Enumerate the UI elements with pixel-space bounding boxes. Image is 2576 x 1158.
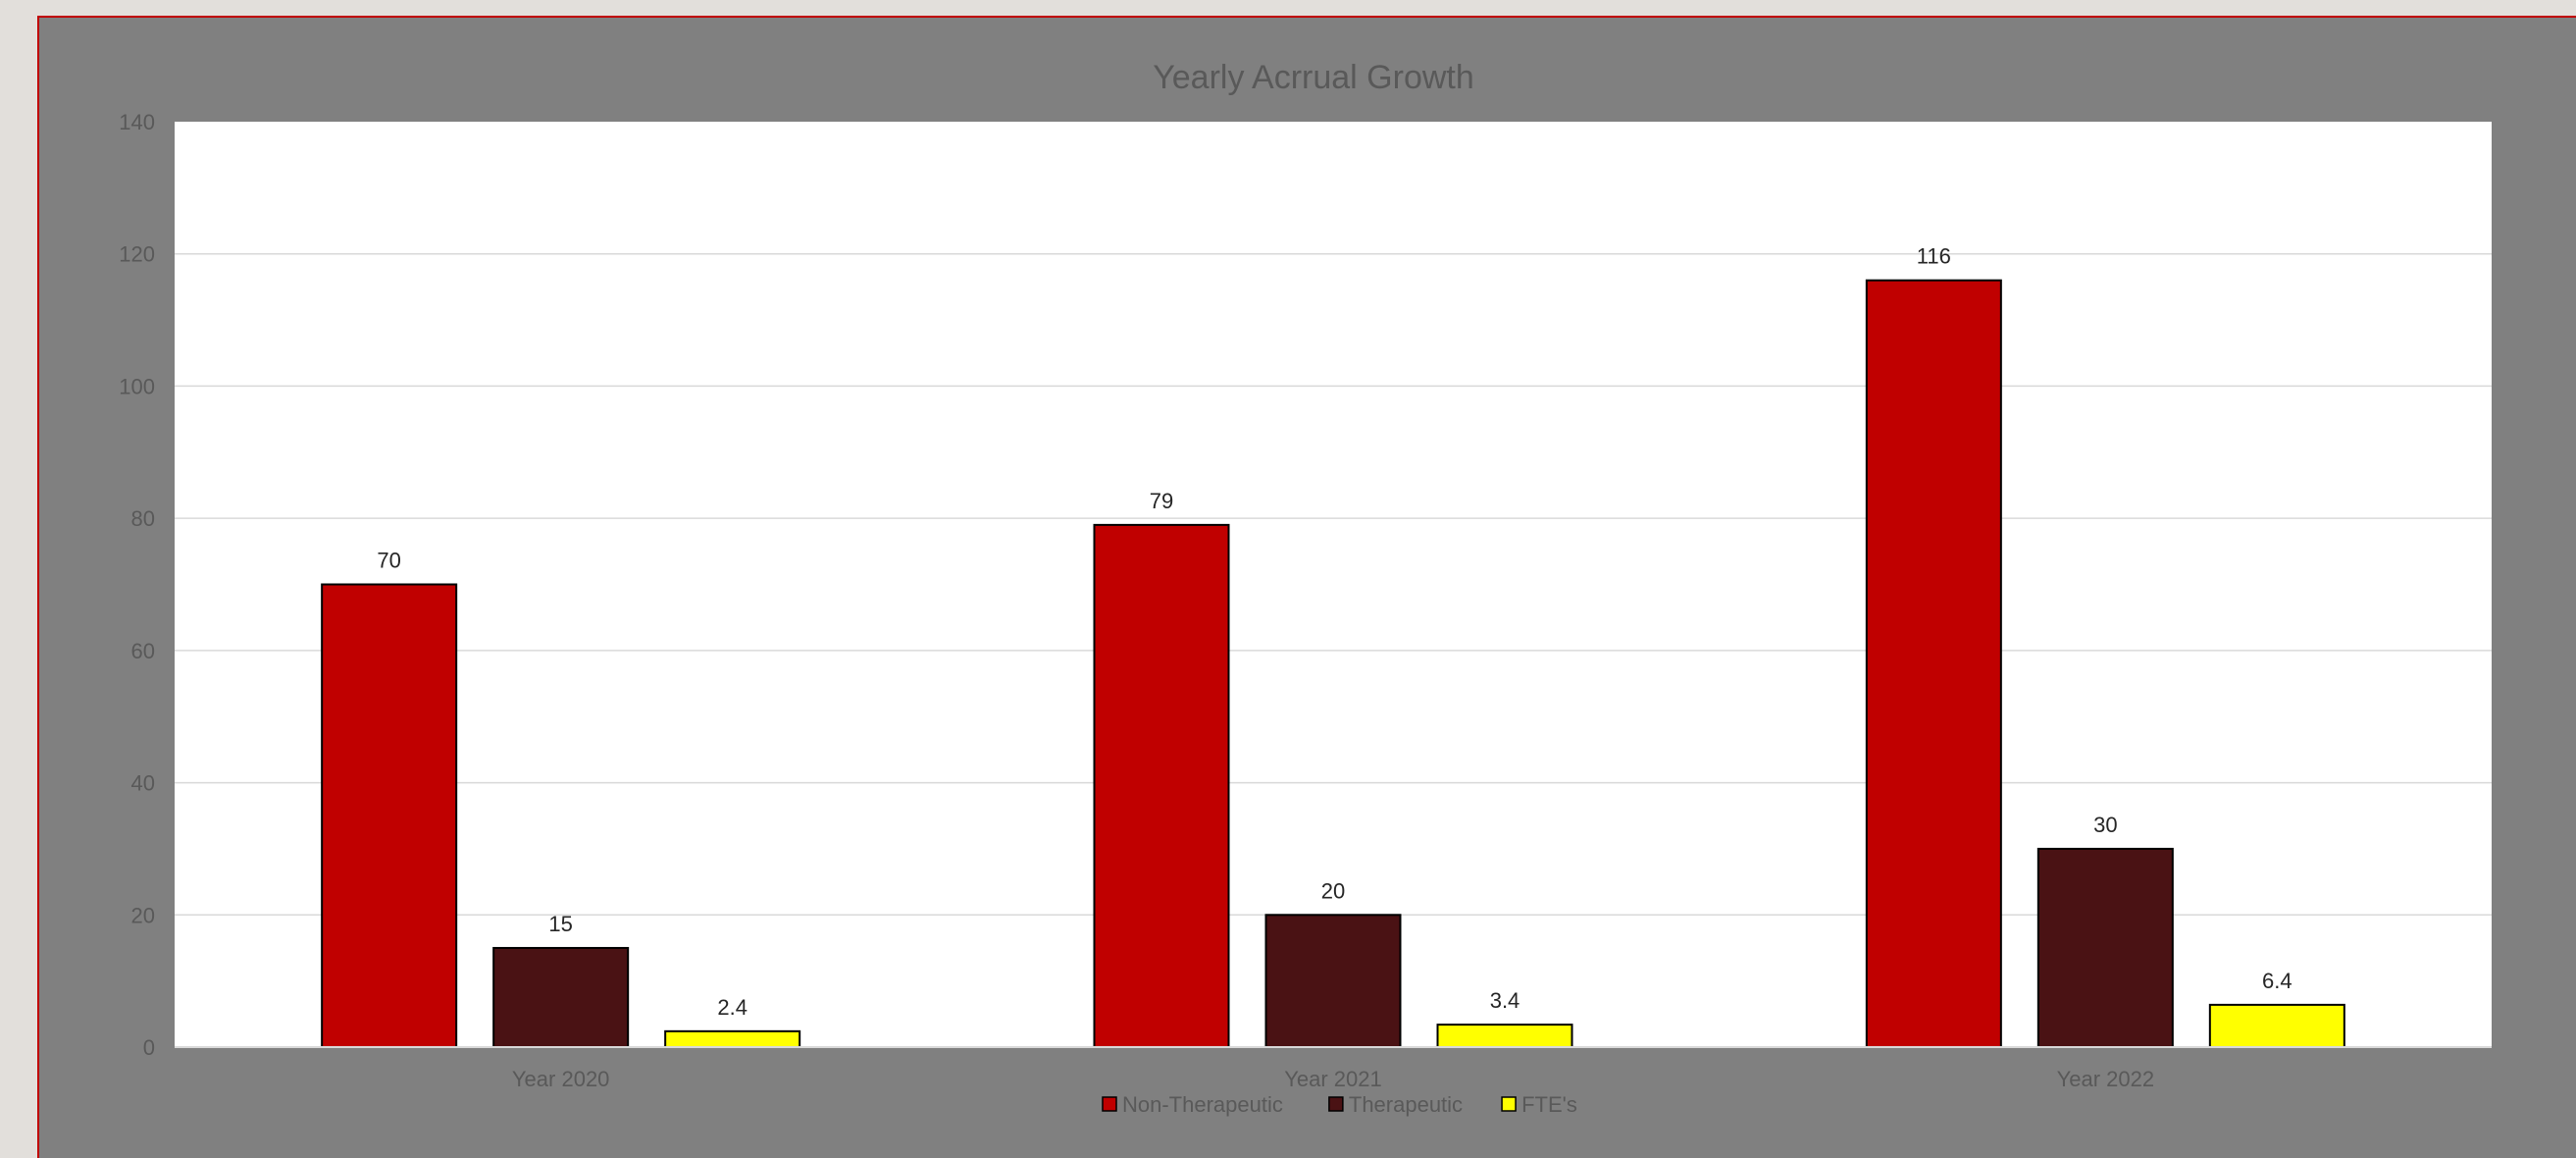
data-label: 70 [377, 549, 400, 573]
data-labels: 70 15 2.4 79 20 3.4 116 30 6.4 [377, 244, 2292, 1020]
x-category-label: Year 2021 [1284, 1067, 1382, 1091]
data-label: 116 [1917, 244, 1951, 269]
data-label: 3.4 [1490, 988, 1520, 1013]
bar [321, 583, 458, 1048]
chart-svg: Yearly Acrrual Growth 0 20 40 60 80 100 120 140… [119, 59, 2492, 1117]
y-tick-label: 60 [131, 639, 155, 663]
data-label: 15 [548, 912, 572, 936]
y-tick-label: 20 [131, 903, 155, 927]
bar [1093, 523, 1230, 1048]
legend-label: FTE's [1521, 1092, 1577, 1117]
y-tick-label: 40 [131, 771, 155, 796]
grid-lines [175, 252, 2492, 917]
y-tick-label: 0 [143, 1035, 155, 1060]
legend-swatch [1328, 1096, 1344, 1112]
bar [1865, 279, 2002, 1048]
legend-label: Therapeutic [1349, 1092, 1463, 1117]
data-label: 30 [2093, 813, 2117, 837]
bar [1436, 1024, 1573, 1048]
y-axis-ticks: 0 20 40 60 80 100 120 140 [119, 110, 155, 1060]
x-axis-categories: Year 2020 Year 2021 Year 2022 [512, 1067, 2154, 1091]
data-label: 6.4 [2262, 969, 2293, 993]
legend: Non-Therapeutic Therapeutic FTE's [1102, 1092, 1577, 1117]
data-label: 2.4 [717, 995, 747, 1020]
y-tick-label: 80 [131, 506, 155, 531]
y-tick-label: 120 [119, 242, 155, 267]
legend-swatch [1501, 1096, 1517, 1112]
bar [2208, 1003, 2345, 1048]
chart-frame: Yearly Acrrual Growth 0 20 40 60 80 100 120 140… [37, 16, 2576, 1158]
legend-swatch [1102, 1096, 1117, 1112]
x-category-label: Year 2022 [2057, 1067, 2155, 1091]
bar [2036, 847, 2174, 1049]
y-tick-label: 140 [119, 110, 155, 134]
data-label: 79 [1150, 489, 1173, 513]
chart-title: Yearly Acrrual Growth [1153, 59, 1474, 96]
data-label: 20 [1321, 878, 1345, 903]
x-category-label: Year 2020 [512, 1067, 610, 1091]
bar [1264, 914, 1402, 1048]
legend-label: Non-Therapeutic [1122, 1092, 1283, 1117]
bar [492, 946, 630, 1049]
bars [321, 279, 2345, 1049]
bar [664, 1029, 801, 1048]
y-tick-label: 100 [119, 374, 155, 398]
